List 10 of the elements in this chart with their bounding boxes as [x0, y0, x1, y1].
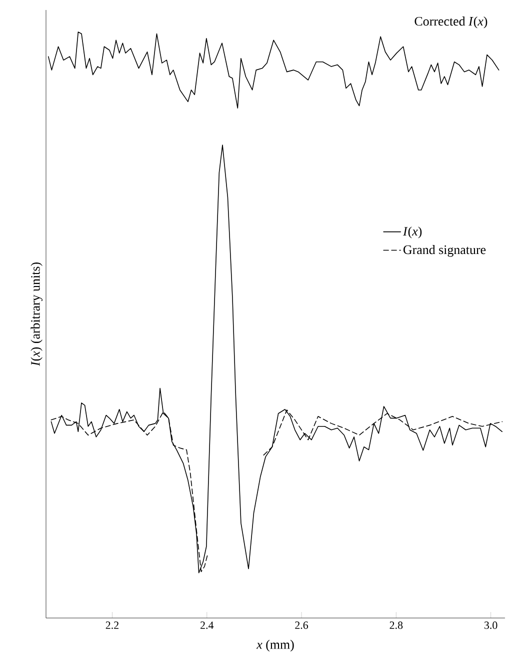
y-axis-title: I(x) (arbitrary units) [30, 262, 42, 366]
legend-label: Grand signature [404, 245, 486, 257]
x-tick-label: 2.6 [295, 622, 308, 629]
x-axis-title: x (mm) [256, 640, 294, 652]
x-tick-label: 2.2 [106, 622, 118, 629]
x-tick-label: 2.8 [390, 622, 403, 629]
series-label: Corrected I(x) [414, 16, 488, 28]
x-tick-label: 3.0 [484, 622, 498, 629]
x-tick-label: 2.4 [200, 622, 214, 629]
legend-label: I(x) [402, 226, 422, 238]
